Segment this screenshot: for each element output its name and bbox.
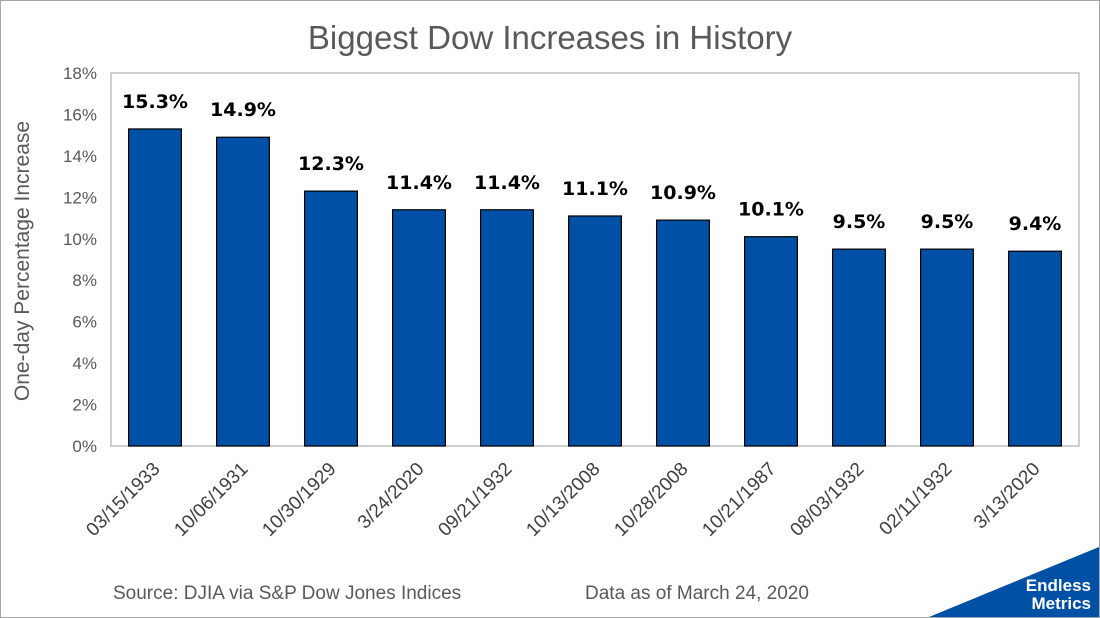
- category-label: 10/30/1929: [258, 459, 340, 541]
- logo-line-1: Endless: [1025, 576, 1091, 595]
- y-tick-label: 10%: [63, 230, 97, 249]
- bar-data-label: 15.3%: [122, 91, 188, 113]
- category-label: 10/06/1931: [170, 459, 252, 541]
- category-labels: 03/15/1933 10/06/1931 10/30/1929 3/24/2020 0…: [82, 459, 1044, 541]
- bar: [1007, 250, 1062, 447]
- y-tick-label: 12%: [63, 188, 97, 207]
- category-label: 02/11/1932: [875, 459, 956, 540]
- bar: [655, 219, 710, 447]
- bar: [480, 209, 535, 447]
- endless-metrics-logo: [929, 547, 1099, 617]
- y-tick-label: 18%: [63, 64, 97, 83]
- category-label: 03/15/1933: [82, 459, 164, 541]
- category-label: 08/03/1932: [786, 459, 868, 541]
- bar-data-label: 11.4%: [386, 172, 452, 194]
- bar: [919, 248, 974, 447]
- bar-chart: 0% 2% 4% 6% 8% 10% 12% 14% 16% 18% 15.3% 14.9% 12.3…: [63, 64, 1080, 541]
- category-label: 10/21/1987: [698, 459, 780, 541]
- logo-text: Endless Metrics: [1026, 577, 1091, 613]
- bar-data-label: 9.4%: [1009, 213, 1062, 235]
- chart-title: Biggest Dow Increases in History: [307, 19, 793, 56]
- as-of-note: Data as of March 24, 2020: [585, 583, 809, 604]
- bar: [743, 236, 798, 447]
- bar-data-label: 10.9%: [650, 182, 716, 204]
- category-label: 3/13/2020: [970, 459, 1045, 534]
- logo-triangle: [929, 547, 1099, 617]
- bar: [392, 209, 447, 447]
- y-tick-label: 14%: [63, 147, 97, 166]
- y-tick-label: 4%: [72, 354, 97, 373]
- bar-data-label: 11.4%: [474, 172, 540, 194]
- y-axis-ticks: 0% 2% 4% 6% 8% 10% 12% 14% 16% 18%: [63, 64, 97, 456]
- source-note: Source: DJIA via S&P Dow Jones Indices: [113, 583, 462, 604]
- bar-data-label: 9.5%: [833, 211, 886, 233]
- category-label: 10/28/2008: [610, 459, 692, 541]
- bar-data-label: 9.5%: [921, 211, 974, 233]
- bar: [831, 248, 886, 447]
- category-label: 3/24/2020: [354, 459, 429, 534]
- bar: [304, 190, 359, 447]
- category-label: 10/13/2008: [522, 459, 604, 541]
- data-labels: 15.3% 14.9% 12.3% 11.4% 11.4% 11.1% 10.9% 10.1%…: [122, 91, 1061, 235]
- bar-data-label: 10.1%: [738, 199, 804, 221]
- bar-data-label: 12.3%: [298, 153, 364, 175]
- bar: [216, 136, 271, 447]
- bar-data-label: 14.9%: [210, 99, 276, 121]
- bar-data-label: 11.1%: [562, 178, 628, 200]
- y-tick-label: 16%: [63, 105, 97, 124]
- logo-line-2: Metrics: [1031, 594, 1091, 613]
- y-tick-label: 6%: [72, 313, 97, 332]
- y-tick-label: 2%: [72, 396, 97, 415]
- bar: [127, 128, 182, 447]
- y-tick-label: 0%: [72, 437, 97, 456]
- category-label: 09/21/1932: [434, 459, 516, 541]
- y-tick-label: 8%: [72, 271, 97, 290]
- bar: [567, 215, 622, 447]
- bars: [127, 128, 1062, 447]
